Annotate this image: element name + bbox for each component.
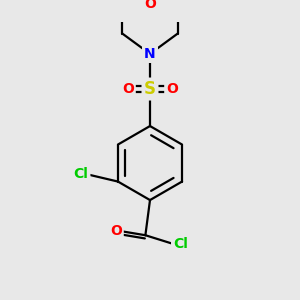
Text: O: O xyxy=(110,224,122,238)
Text: O: O xyxy=(144,0,156,11)
Text: Cl: Cl xyxy=(173,238,188,251)
Text: S: S xyxy=(144,80,156,98)
Text: N: N xyxy=(144,47,156,61)
Text: Cl: Cl xyxy=(74,167,88,181)
Text: N: N xyxy=(144,47,156,61)
Text: O: O xyxy=(122,82,134,96)
Text: O: O xyxy=(166,82,178,96)
